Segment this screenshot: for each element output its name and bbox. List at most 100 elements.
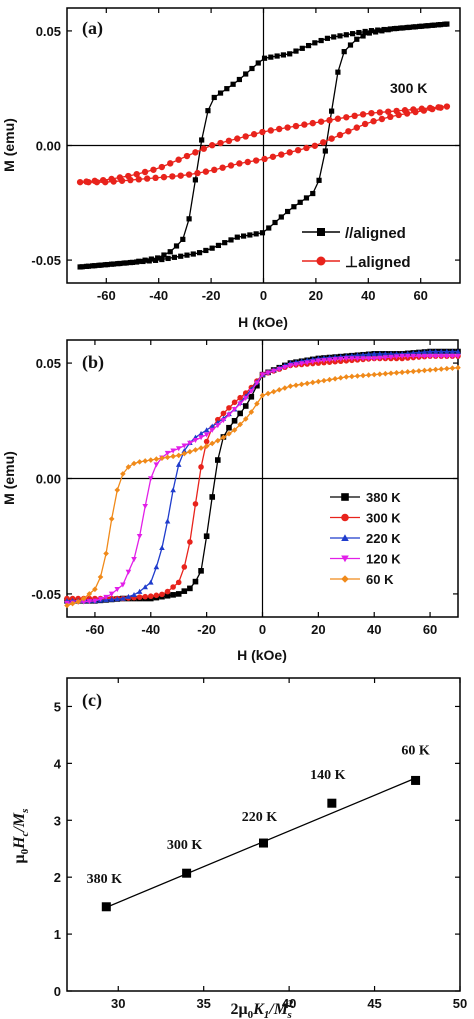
x-tick-label: 40 [361,288,375,303]
series-60k-point [399,369,405,376]
series-380k-point [248,393,255,400]
series-perp-down-point [200,145,207,152]
point-label: 300 K [167,838,203,853]
series-aligned-up-point [297,199,303,205]
series-60k-point [92,586,98,593]
legend-marker-60k [341,575,349,583]
legend-label-220k: 220 K [366,531,401,546]
series-60k-point [455,364,461,371]
series-300k-point [147,593,154,600]
series-aligned-up-point [291,204,297,210]
legend-label-380k: 380 K [366,490,401,505]
series-380k-point [226,424,232,431]
series-120k-point [438,353,445,359]
series-120k-point [388,354,394,360]
series-aligned-up-point [435,22,442,28]
series-60k-point [131,460,137,467]
series-220k-point [147,579,154,585]
series-60k-point [159,455,165,461]
y-tick-label: 0.05 [36,24,61,39]
series-120k-point [382,355,389,361]
series-60k-point [309,379,316,386]
series-perp-down-point [225,137,233,145]
series-120k-point [242,395,249,401]
series-60k-point [382,370,389,377]
series-perp-up-point [194,169,201,177]
series-aligned-up-point [360,33,366,39]
series-60k-point [192,447,199,453]
series-120k-point [192,437,199,443]
series-380k-point [175,591,182,597]
series-aligned-up-point [134,259,140,265]
series-aligned-up-point [140,258,146,265]
series-60k-point [449,365,456,371]
series-120k-point [393,354,400,360]
series-60k-point [410,368,417,375]
series-60k-point [438,366,445,372]
series-aligned-down-point [261,55,268,61]
series-120k-point [220,418,227,424]
series-220k-point [432,348,439,354]
y-tick-label: -0.05 [31,253,61,268]
series-300k-point [187,539,193,545]
series-220k-point [114,596,121,602]
series-120k-point [293,362,299,368]
series-220k-point [120,595,126,601]
legend-marker-220k [341,534,349,542]
series-aligned-up-point [272,219,278,226]
series-120k-point [226,412,232,418]
series-60k-point [97,574,104,580]
series-aligned-down-point [192,177,198,183]
series-120k-point [175,446,182,452]
series-300k-point [226,405,232,411]
y-tick-label: 0.00 [36,472,61,487]
x-axis-title-a: H (kOe) [238,314,288,330]
series-perp-up-point [252,157,260,164]
series-aligned-up-point [228,237,234,243]
series-380k-point [181,588,188,594]
series-aligned-up-point [417,23,423,30]
series-60k-point [365,372,372,378]
series-300k-point [136,594,143,600]
series-aligned-up-point [266,225,272,231]
y-tick-label: 4 [54,756,62,771]
series-300k-point [164,588,171,595]
series-380k-point [237,410,243,417]
series-120k-point [444,353,450,359]
series-perp-up-point [102,178,109,186]
series-aligned-up-point [398,25,404,31]
series-120k-point [209,427,216,433]
series-60k-point [114,487,121,493]
series-300k-point [175,579,182,586]
series-60k-point [371,371,378,378]
series-300k-point [153,592,160,599]
series-aligned-up-point [247,232,253,238]
legend-a: //aligned ⊥aligned [302,225,411,271]
series-120k-point [416,353,422,359]
series-60k-point [147,457,154,463]
series-aligned-up-point [190,251,196,257]
series-aligned-down-point [230,81,236,87]
series-120k-point [86,599,93,605]
series-aligned-up-point [423,23,429,29]
series-perp-down-point [351,112,358,120]
series-perp-down-point [141,168,149,176]
panel-c: (c) 2μ0K1/M2 s μ0Hc/Ms 30 35 40 45 5001234538… [11,677,467,1019]
series-perp-up-point [143,175,151,182]
x-tick-label: -60 [86,622,105,637]
series-120k-point [270,368,277,374]
series-aligned-up-point [366,30,372,36]
series-aligned-up-point [429,22,435,28]
series-60k-point [164,454,171,461]
point-label: 220 K [242,810,278,825]
series-perp-up-point [437,104,444,111]
series-120k-point [153,462,160,468]
series-perp-up-point [211,166,218,174]
series-120k-point [337,356,344,362]
legend-marker-perp [316,256,326,266]
series-perp-down-point [317,118,325,125]
y-tick-label: 0 [54,984,61,999]
series-60k-point [231,427,238,433]
series-perp-down-point [343,114,350,121]
series-220k-point [438,348,445,354]
